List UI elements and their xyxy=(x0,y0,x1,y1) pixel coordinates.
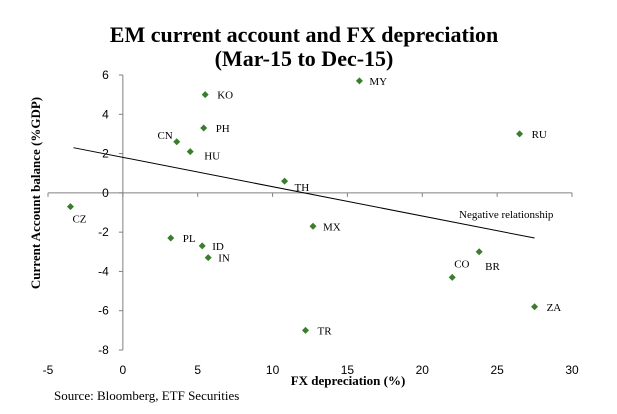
point-label-my: MY xyxy=(369,76,387,88)
chart-subtitle: (Mar-15 to Dec-15) xyxy=(215,46,394,71)
point-pl xyxy=(167,234,175,242)
x-axis-label: FX depreciation (%) xyxy=(291,373,406,388)
y-axis-label: Current Account balance (%GDP) xyxy=(28,97,43,289)
point-label-mx: MX xyxy=(323,221,341,233)
point-tr xyxy=(302,326,310,334)
x-tick-label: 10 xyxy=(266,363,280,377)
point-cn xyxy=(173,138,181,146)
point-label-th: TH xyxy=(295,182,310,194)
y-tick-label: 6 xyxy=(102,68,109,82)
x-tick-label: 15 xyxy=(341,363,355,377)
point-id xyxy=(198,242,206,250)
y-tick-label: -6 xyxy=(98,304,109,318)
y-tick-label: -8 xyxy=(98,343,109,357)
point-label-in: IN xyxy=(218,253,230,265)
axes-group xyxy=(47,74,573,351)
trend-annotation: Negative relationship xyxy=(459,209,554,221)
y-tick-label: -4 xyxy=(98,264,109,278)
x-tick-label: 5 xyxy=(194,363,201,377)
point-label-tr: TR xyxy=(318,325,333,337)
point-br xyxy=(475,248,483,256)
x-tick-label: 30 xyxy=(565,363,579,377)
point-th xyxy=(281,177,289,185)
x-tick-label: -5 xyxy=(43,363,54,377)
point-ru xyxy=(516,130,524,138)
point-label-cz: CZ xyxy=(72,214,86,226)
point-ko xyxy=(201,91,209,99)
point-label-ru: RU xyxy=(532,129,547,141)
x-tick-label: 20 xyxy=(416,363,430,377)
trendline-group xyxy=(73,147,535,239)
point-label-hu: HU xyxy=(204,151,220,163)
point-label-ph: PH xyxy=(216,123,230,135)
x-tick-label: 25 xyxy=(490,363,504,377)
point-mx xyxy=(309,222,317,230)
point-label-pl: PL xyxy=(183,233,196,245)
point-label-br: BR xyxy=(485,261,500,273)
point-label-id: ID xyxy=(212,241,224,253)
source-note: Source: Bloomberg, ETF Securities xyxy=(54,388,240,403)
point-za xyxy=(531,303,539,311)
point-cz xyxy=(66,203,74,211)
point-label-ko: KO xyxy=(217,90,233,102)
y-tick-label: 0 xyxy=(102,186,109,200)
point-in xyxy=(204,254,212,262)
point-my xyxy=(355,77,363,85)
point-hu xyxy=(186,148,194,156)
point-label-cn: CN xyxy=(157,130,172,142)
y-tick-label: 4 xyxy=(102,107,109,121)
point-co xyxy=(448,273,456,281)
point-label-za: ZA xyxy=(547,302,562,314)
trendline xyxy=(73,147,535,239)
point-label-co: CO xyxy=(454,258,469,270)
chart-title: EM current account and FX depreciation xyxy=(110,22,498,47)
point-ph xyxy=(200,124,208,132)
x-tick-label: 0 xyxy=(120,363,127,377)
y-tick-label: -2 xyxy=(98,225,109,239)
